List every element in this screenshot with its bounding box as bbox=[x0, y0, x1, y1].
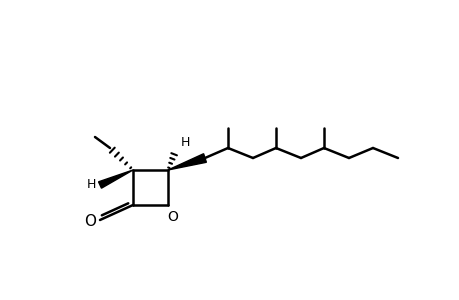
Text: O: O bbox=[84, 214, 96, 230]
Text: H: H bbox=[86, 178, 95, 191]
Text: H: H bbox=[180, 136, 189, 148]
Polygon shape bbox=[98, 170, 133, 188]
Text: O: O bbox=[167, 210, 178, 224]
Polygon shape bbox=[168, 154, 206, 170]
